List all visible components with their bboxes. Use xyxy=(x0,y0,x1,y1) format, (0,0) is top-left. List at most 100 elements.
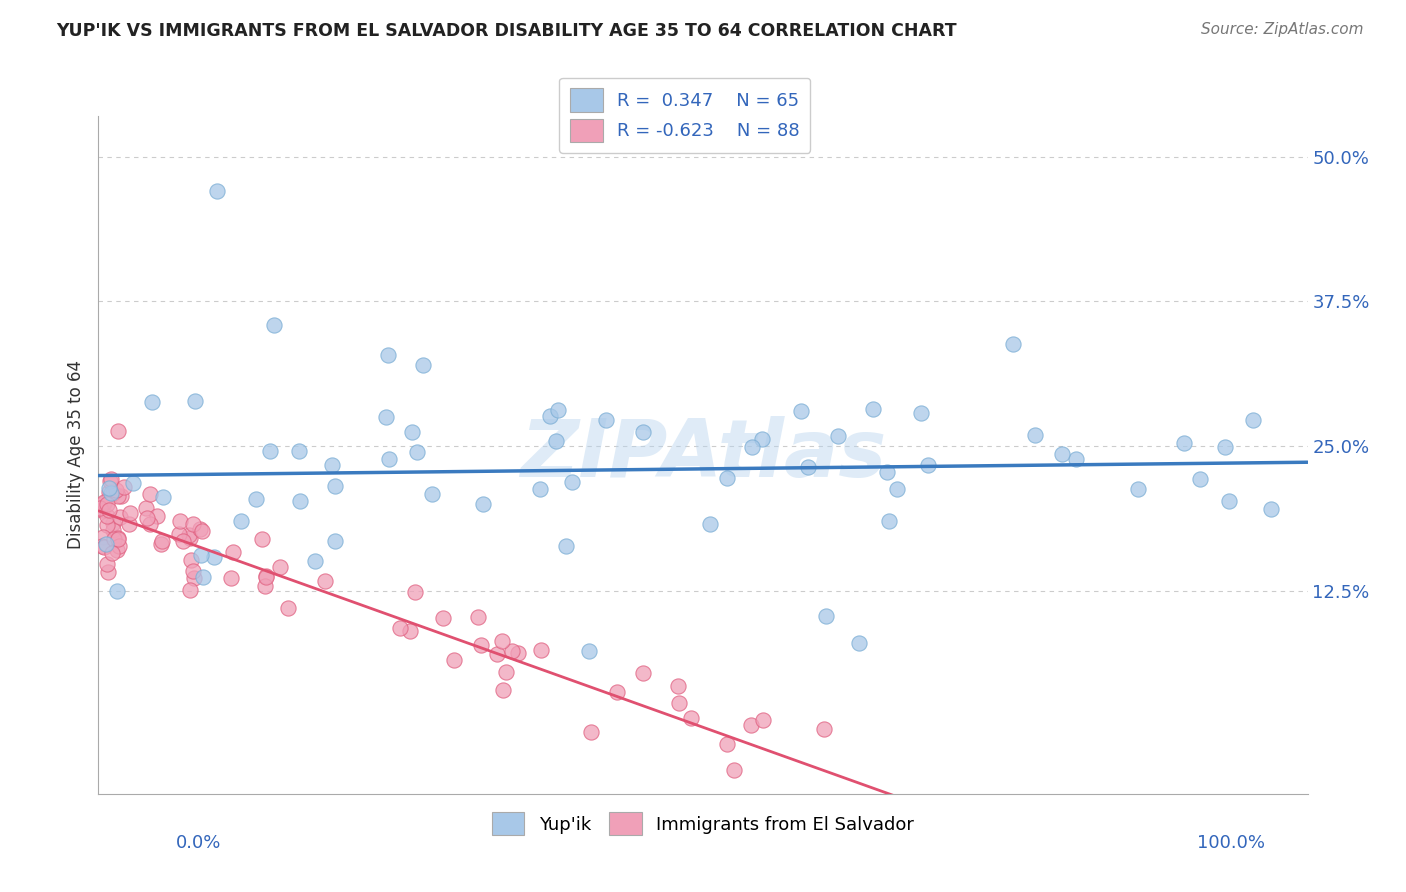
Point xyxy=(420,487,443,501)
Point xyxy=(1260,502,1282,516)
Point xyxy=(100,545,122,559)
Point xyxy=(181,564,204,578)
Point xyxy=(231,514,253,528)
Point xyxy=(538,409,561,423)
Point xyxy=(668,696,690,710)
Point xyxy=(485,647,508,661)
Point xyxy=(112,480,135,494)
Point xyxy=(105,543,128,558)
Y-axis label: Disability Age 35 to 64: Disability Age 35 to 64 xyxy=(66,360,84,549)
Point xyxy=(96,497,118,511)
Point xyxy=(631,425,654,439)
Point xyxy=(862,401,884,416)
Point xyxy=(207,184,229,198)
Point xyxy=(606,685,628,699)
Point xyxy=(98,474,121,488)
Point xyxy=(97,565,120,579)
Point xyxy=(1188,472,1211,486)
Point xyxy=(107,531,129,545)
Point xyxy=(404,585,426,599)
Point xyxy=(107,489,129,503)
Point xyxy=(94,536,117,550)
Point xyxy=(917,458,939,472)
Point xyxy=(827,429,849,443)
Point xyxy=(472,497,495,511)
Point xyxy=(183,571,205,585)
Point xyxy=(118,517,141,532)
Point xyxy=(470,638,492,652)
Point xyxy=(412,358,434,372)
Point xyxy=(222,545,245,559)
Point xyxy=(269,560,291,574)
Point xyxy=(443,653,465,667)
Point xyxy=(1064,451,1087,466)
Point xyxy=(177,528,200,542)
Point xyxy=(740,718,762,732)
Point xyxy=(141,394,163,409)
Point xyxy=(1173,436,1195,450)
Point xyxy=(101,486,124,500)
Point xyxy=(797,460,820,475)
Point xyxy=(96,517,118,532)
Point xyxy=(547,403,569,417)
Point xyxy=(101,516,124,530)
Point xyxy=(1213,440,1236,454)
Point xyxy=(110,489,132,503)
Point xyxy=(399,624,422,639)
Point xyxy=(101,523,124,537)
Point xyxy=(813,722,835,736)
Point xyxy=(254,579,277,593)
Point xyxy=(492,682,515,697)
Point xyxy=(167,527,190,541)
Point xyxy=(169,514,191,528)
Text: Source: ZipAtlas.com: Source: ZipAtlas.com xyxy=(1201,22,1364,37)
Point xyxy=(287,443,309,458)
Point xyxy=(389,621,412,635)
Point xyxy=(304,554,326,568)
Point xyxy=(789,404,811,418)
Point xyxy=(108,540,131,554)
Point xyxy=(814,609,837,624)
Point xyxy=(181,517,204,532)
Point xyxy=(377,348,399,362)
Point xyxy=(108,509,131,524)
Point xyxy=(561,475,583,489)
Point xyxy=(1241,413,1264,427)
Point xyxy=(221,570,243,584)
Point xyxy=(554,539,576,553)
Point xyxy=(191,524,214,538)
Point xyxy=(886,482,908,496)
Point xyxy=(183,393,205,408)
Point xyxy=(508,646,530,660)
Point xyxy=(716,737,738,751)
Point xyxy=(97,502,120,516)
Point xyxy=(136,510,159,524)
Point xyxy=(93,495,115,509)
Point xyxy=(848,636,870,650)
Point xyxy=(1128,482,1150,496)
Point xyxy=(91,503,114,517)
Point xyxy=(323,534,346,549)
Point xyxy=(96,509,118,524)
Point xyxy=(107,532,129,546)
Point xyxy=(401,425,423,439)
Point xyxy=(716,471,738,485)
Point xyxy=(501,644,523,658)
Point xyxy=(1001,336,1024,351)
Point xyxy=(135,500,157,515)
Point xyxy=(259,443,281,458)
Point xyxy=(179,531,201,545)
Point xyxy=(202,550,225,565)
Point xyxy=(97,484,120,499)
Point xyxy=(752,714,775,728)
Point xyxy=(741,440,763,454)
Point xyxy=(631,665,654,680)
Point xyxy=(495,665,517,680)
Point xyxy=(405,445,427,459)
Point xyxy=(699,516,721,531)
Point xyxy=(666,679,689,693)
Point xyxy=(707,796,730,810)
Point xyxy=(245,492,267,507)
Point xyxy=(122,476,145,491)
Point xyxy=(107,424,129,438)
